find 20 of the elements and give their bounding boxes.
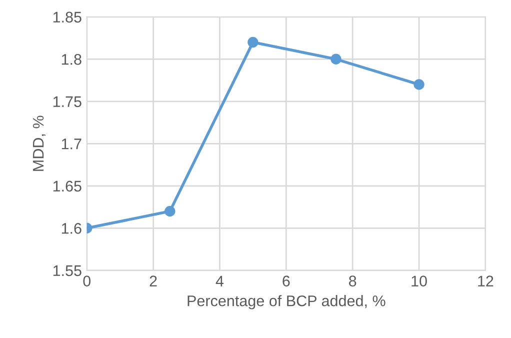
x-tick-label: 6	[282, 276, 290, 286]
x-tick-label: 0	[83, 276, 91, 286]
y-tick-label: 1.55	[53, 265, 82, 276]
y-tick-label: 1.8	[62, 54, 82, 65]
x-tick-label: 12	[478, 276, 494, 286]
y-tick-label: 1.65	[53, 180, 82, 192]
y-tick-label: 1.7	[62, 138, 82, 150]
x-tick-label: 2	[150, 276, 157, 286]
point	[330, 54, 342, 65]
y-axis-title: MDD, %	[32, 116, 46, 171]
point	[414, 79, 424, 90]
x-tick-label: 10	[412, 276, 427, 286]
point	[164, 206, 176, 217]
x-axis-title: Percentage of BCP added, %	[188, 295, 386, 310]
y-tick-label: 1.85	[53, 12, 82, 23]
y-tick-label: 1.6	[62, 223, 82, 234]
x-tick-label: 4	[216, 276, 224, 286]
point	[248, 36, 258, 48]
x-tick-label: 8	[349, 276, 356, 286]
y-tick-label: 1.75	[53, 96, 82, 108]
